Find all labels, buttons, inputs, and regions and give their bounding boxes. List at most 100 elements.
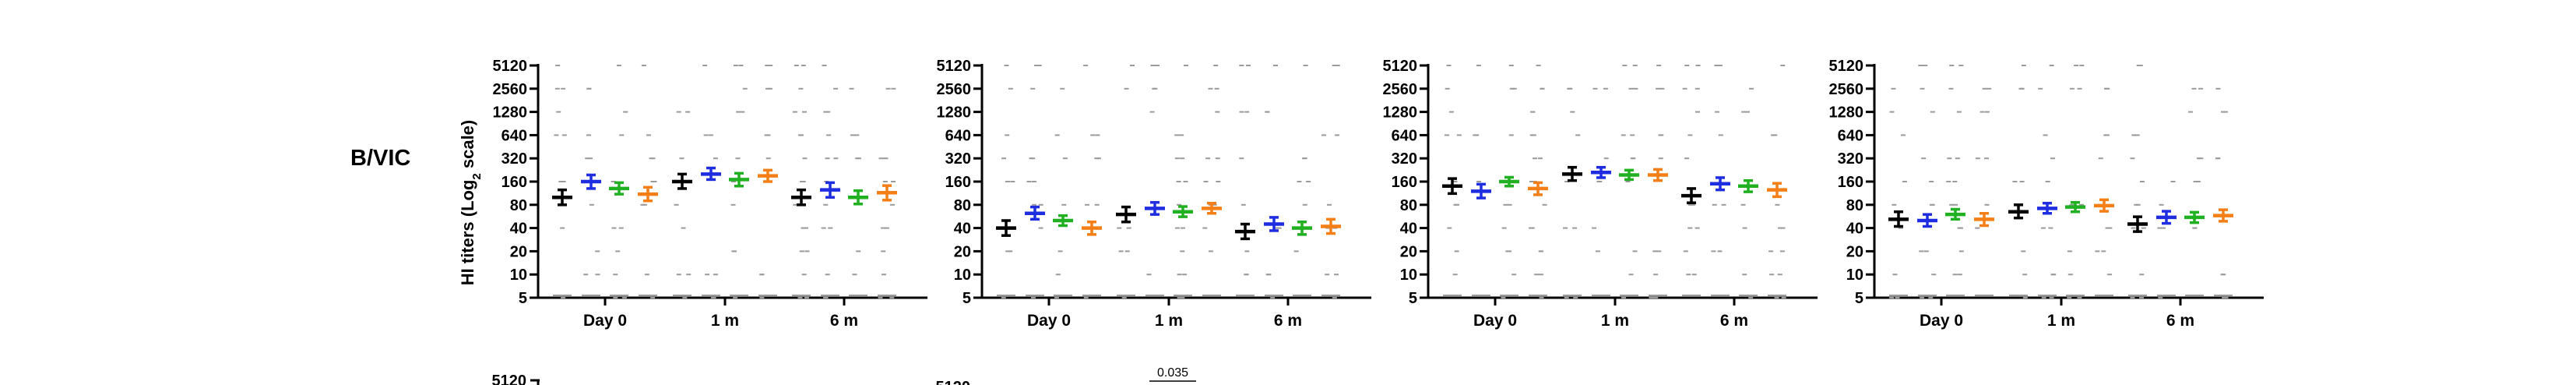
y-tick-label: 1280 [493,104,528,122]
data-point [1687,227,1693,229]
data-point [1529,295,1547,296]
data-point [1658,134,1663,136]
data-point [1572,227,1578,229]
data-point [1030,87,1036,90]
data-point [2049,297,2054,298]
data-point [1332,65,1337,66]
data-point [2161,227,2166,229]
data-point [2193,181,2198,182]
data-point [1180,157,1185,160]
data-point [2138,297,2144,298]
data-point [1303,65,1308,66]
data-point [825,157,830,160]
y-tick-label: 5120 [1829,58,1864,75]
data-point [1533,157,1538,160]
panel-1: 5 10 20 40 80 160 320 640 1280 2560 5120 Day 0 1 m 6 … [493,58,927,330]
data-point [610,295,628,296]
data-point [2198,87,2204,90]
data-point [798,87,804,90]
data-point [1957,227,1962,229]
data-point [1507,203,1512,206]
data-point [1592,227,1597,229]
data-point [2066,295,2085,296]
data-point [733,297,738,298]
data-point [1621,297,1627,298]
data-point [2159,203,2164,206]
data-point [2192,227,2198,229]
data-point [1682,87,1687,90]
data-point [1741,111,1747,113]
data-point [1239,65,1244,66]
data-point [1095,134,1100,136]
data-point [1032,203,1037,206]
x-tick-label: Day 0 [1027,312,1071,330]
data-point [1265,111,1270,113]
data-point [1595,250,1600,253]
data-point [2038,295,2057,296]
data-point [1054,134,1060,136]
data-point [730,181,736,182]
data-point [1302,203,1307,206]
data-point [1980,111,1985,113]
data-point [1530,111,1536,113]
data-point [1772,134,1778,136]
data-point [2188,111,2194,113]
data-point [611,227,617,229]
data-point [1740,203,1746,206]
data-point [611,181,616,182]
data-point [1923,250,1929,253]
data-point [1592,295,1610,296]
data-point [1177,297,1182,298]
data-point [1448,111,1454,113]
y-tick-label: 80 [1846,197,1863,214]
data-point [1592,87,1598,90]
data-point [1265,295,1283,296]
data-point [1694,87,1700,90]
data-point [2101,250,2106,253]
data-point [1891,87,1896,90]
data-point [1246,65,1251,66]
data-point [710,297,716,298]
bottom-left-top-tick: 5120 [492,373,527,385]
data-point [613,274,618,276]
data-point [735,157,741,160]
data-point [2048,227,2053,229]
x-tick-label: 6 m [830,312,858,330]
data-point [1239,111,1244,113]
data-point [821,227,826,229]
data-point [1682,295,1701,296]
data-point [685,111,691,113]
data-point [1779,250,1785,253]
data-point [1082,295,1101,296]
data-point [676,111,681,113]
data-point [652,181,657,182]
data-point [2041,297,2046,298]
data-point [1949,203,1955,206]
data-point [849,295,867,296]
data-point [616,65,621,66]
data-point [560,227,565,229]
data-point [825,111,831,113]
data-point [595,250,600,253]
data-point [1930,111,1935,113]
data-point [1034,65,1040,66]
y-tick-label: 320 [945,150,971,168]
data-point [1334,274,1339,276]
data-point [1335,65,1340,66]
data-point [742,87,748,90]
data-point [850,134,855,136]
data-point [642,203,647,206]
data-point [1694,111,1700,113]
data-point [1155,65,1160,66]
data-point [2040,227,2046,229]
data-point [1778,227,1783,229]
data-point [1124,87,1129,90]
data-point [1749,87,1754,90]
data-point [1325,274,1330,276]
data-point [2077,297,2082,298]
data-point [1030,297,1036,298]
data-point [1244,274,1249,276]
data-point [2095,295,2113,296]
y-axis-label-subscript: 2 [470,173,484,179]
data-point [1456,134,1462,136]
